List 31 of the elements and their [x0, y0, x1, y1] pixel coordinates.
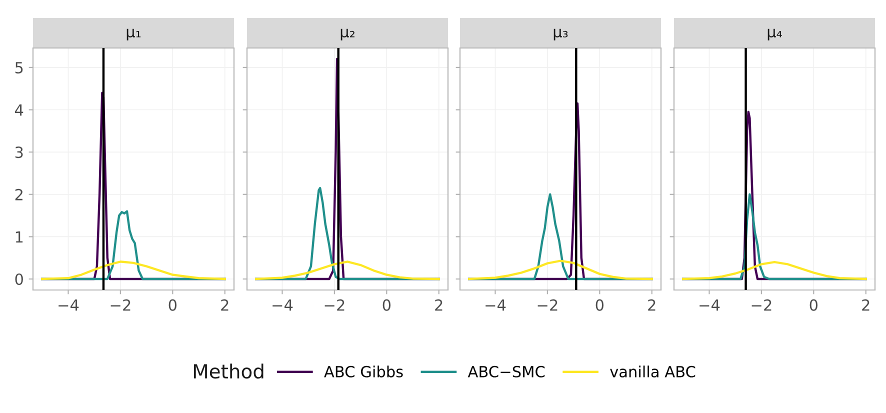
x-tick-label: −2 — [110, 299, 130, 311]
chart-title: μ₄ — [768, 28, 782, 40]
x-tick-label: −4 — [486, 300, 506, 311]
line-series — [41, 260, 226, 280]
y-tick-label: 3 — [15, 146, 23, 158]
x-tick-label: 2 — [862, 299, 870, 311]
x-tick-label: 2 — [221, 299, 228, 311]
x-tick-label: 2 — [435, 299, 442, 311]
x-tick-label: 0 — [168, 299, 176, 311]
chart-title: μ₁ — [126, 28, 141, 40]
legend-label: vanilla ABC — [610, 366, 696, 378]
legend-label: ABC Gibbs — [324, 366, 403, 378]
x-tick-label: 0 — [596, 299, 604, 311]
x-tick-label: −4 — [272, 300, 293, 311]
x-tick-label: 2 — [648, 299, 656, 311]
y-tick-label: 4 — [15, 104, 24, 116]
x-tick-label: −2 — [324, 299, 344, 311]
x-tick-label: −2 — [752, 299, 772, 311]
chart-title: μ₃ — [554, 28, 568, 40]
x-tick-label: 0 — [382, 299, 390, 311]
x-tick-label: −2 — [538, 299, 558, 311]
chart-title: μ₂ — [340, 28, 354, 40]
legend-title: Method — [194, 364, 264, 379]
x-tick-label: −4 — [58, 300, 79, 311]
x-tick-label: 0 — [810, 299, 818, 311]
y-tick-label: 2 — [15, 188, 22, 200]
y-tick-label: 0 — [15, 273, 23, 286]
y-tick-label: 1 — [16, 231, 23, 242]
legend-label: ABC−SMC — [468, 366, 545, 378]
y-tick-label: 5 — [15, 62, 23, 74]
x-tick-label: −4 — [700, 300, 720, 311]
